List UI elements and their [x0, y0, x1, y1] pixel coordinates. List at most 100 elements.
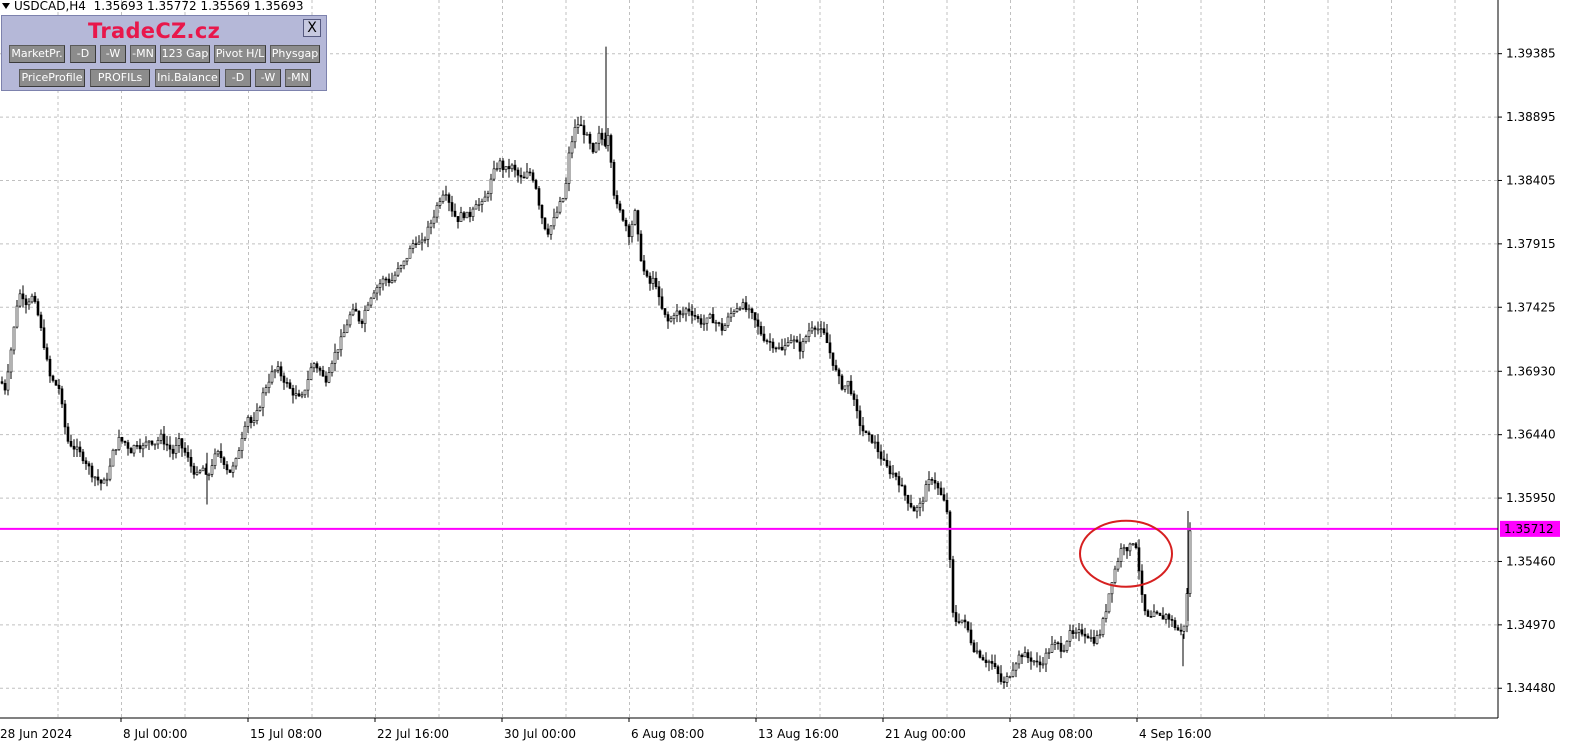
candle-body [699, 318, 703, 325]
candle-body [885, 460, 889, 467]
candle-body [957, 621, 961, 623]
candle-body [90, 465, 94, 478]
candle-body [522, 176, 526, 179]
candle-body [1113, 568, 1117, 583]
candle-body [1098, 634, 1102, 637]
ini-balance-weekly-button[interactable]: -W [255, 69, 281, 87]
candle-body [951, 559, 955, 613]
candle-body [828, 342, 832, 354]
dropdown-triangle-icon[interactable] [2, 3, 10, 9]
candle-body [648, 275, 652, 284]
candle-body [189, 457, 193, 467]
candle-body [99, 479, 103, 484]
marketpr-weekly-button[interactable]: -W [100, 45, 126, 63]
candle-body [774, 347, 778, 350]
pivot-hl-button[interactable]: Pivot H/L [214, 45, 266, 63]
candle-body [363, 309, 367, 324]
candle-body [669, 318, 673, 322]
candle-body [900, 484, 904, 487]
candle-body [480, 201, 484, 205]
candle-body [1110, 582, 1114, 595]
candle-body [177, 438, 181, 446]
candle-body [585, 133, 589, 136]
candle-body [27, 301, 31, 306]
candle-body [342, 332, 346, 338]
ini-balance-daily-button[interactable]: -D [225, 69, 251, 87]
candle-body [198, 470, 202, 473]
time-tick-label: 28 Jun 2024 [0, 727, 72, 741]
candle-body [735, 308, 739, 312]
gap-123-button[interactable]: 123 Gap [160, 45, 210, 63]
candle-body [333, 351, 337, 364]
current-price-label-text: 1.35712 [1504, 522, 1554, 536]
candle-body [543, 217, 547, 230]
candle-body [237, 450, 241, 459]
candle-body [591, 143, 595, 153]
candle-body [759, 326, 763, 335]
candle-body [873, 441, 877, 444]
time-tick-label: 4 Sep 16:00 [1139, 727, 1211, 741]
marketpr-button[interactable]: MarketPr. [9, 45, 65, 63]
price-axis: 1.39385 1.38895 1.38405 1.37915 1.37425 1.369… [1498, 47, 1556, 695]
candle-body [690, 310, 694, 316]
candle-body [948, 511, 952, 560]
marketpr-daily-button[interactable]: -D [70, 45, 96, 63]
candle-body [1011, 669, 1015, 677]
candle-body [1152, 611, 1156, 618]
candle-body [540, 204, 544, 219]
candle-body [351, 308, 355, 316]
candle-body [30, 295, 34, 303]
time-tick-label: 28 Aug 08:00 [1012, 727, 1093, 741]
candle-body [579, 124, 583, 127]
candle-body [1179, 629, 1183, 632]
candle-body [441, 194, 445, 202]
candle-body [870, 434, 874, 443]
priceprofile-button[interactable]: PriceProfile [19, 69, 85, 87]
candle-body [477, 204, 481, 206]
candle-body [798, 341, 802, 352]
candle-body [261, 392, 265, 408]
candle-body [630, 223, 634, 238]
candle-body [1032, 660, 1036, 663]
candle-body [864, 430, 868, 434]
marketpr-monthly-button[interactable]: -MN [130, 45, 156, 63]
candle-body [423, 238, 427, 241]
candle-body [1050, 643, 1054, 653]
candle-body [444, 194, 448, 196]
candle-body [1044, 652, 1048, 665]
candle-body [1023, 652, 1027, 658]
candle-body [1149, 616, 1153, 618]
candle-body [483, 196, 487, 202]
candle-body [612, 162, 616, 196]
candle-body [678, 310, 682, 315]
profils-button[interactable]: PROFILs [90, 69, 150, 87]
candle-body [567, 152, 571, 184]
candle-body [1038, 661, 1042, 666]
candle-body [156, 440, 160, 445]
candle-body [1104, 611, 1108, 619]
candle-body [1182, 625, 1186, 632]
candle-body [432, 216, 436, 224]
panel-close-button[interactable]: X [303, 19, 321, 37]
time-tick-label: 13 Aug 16:00 [758, 727, 839, 741]
ini-balance-button[interactable]: Ini.Balance [155, 69, 220, 87]
ini-balance-monthly-button[interactable]: -MN [285, 69, 311, 87]
candle-body [321, 370, 325, 377]
candle-body [1005, 676, 1009, 683]
candle-body [1068, 630, 1072, 642]
candle-body [402, 260, 406, 266]
candle-body [753, 312, 757, 321]
candle-body [1017, 654, 1021, 665]
time-tick-label: 8 Jul 00:00 [123, 727, 187, 741]
candle-body [942, 494, 946, 501]
candle-body [1002, 681, 1006, 683]
candle-body [132, 445, 136, 454]
candle-body [1131, 543, 1135, 545]
candle-body [987, 661, 991, 663]
candle-body [216, 451, 220, 455]
physgap-button[interactable]: Physgap [270, 45, 320, 63]
candle-body [564, 182, 568, 199]
candle-body [18, 293, 22, 307]
candle-body [708, 314, 712, 319]
